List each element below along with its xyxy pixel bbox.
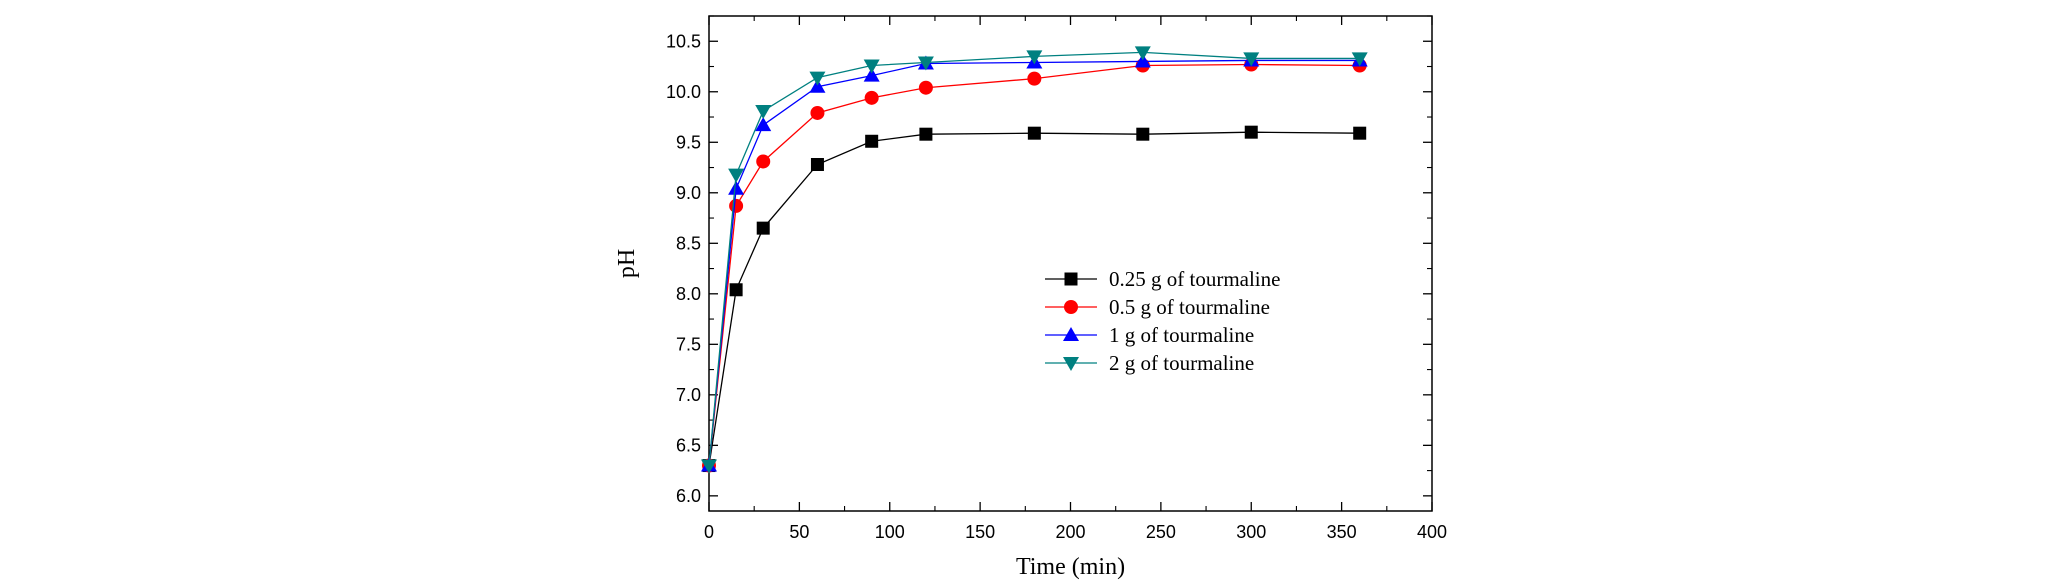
- data-point: [1136, 127, 1150, 141]
- y-tick-label: 10.0: [666, 82, 701, 102]
- series-1: [702, 125, 1367, 473]
- data-point: [1244, 125, 1258, 139]
- data-point: [701, 459, 717, 474]
- legend-label: 2 g of tourmaline: [1109, 351, 1254, 375]
- x-tick-label: 100: [875, 522, 905, 542]
- x-tick-label: 50: [789, 522, 809, 542]
- data-point: [810, 158, 824, 171]
- x-tick-label: 300: [1236, 522, 1266, 542]
- series-line: [708, 131, 1360, 466]
- legend-marker: [1064, 272, 1078, 286]
- legend-item-2: 0.5 g of tourmaline: [1045, 295, 1270, 319]
- axes: 0 50 100 150 200 250 300 350 400 6.0 6.5 7.0 7.5 8.0 8…: [666, 15, 1447, 542]
- data-point: [729, 198, 744, 213]
- data-point: [729, 283, 743, 297]
- x-tick-label: 250: [1146, 522, 1176, 542]
- legend-marker: [1064, 300, 1078, 314]
- data-point: [755, 104, 772, 119]
- legend-item-1: 0.25 g of tourmaline: [1045, 267, 1280, 291]
- data-point: [728, 180, 745, 195]
- x-tick-label: 350: [1327, 522, 1357, 542]
- legend-label: 0.5 g of tourmaline: [1109, 295, 1270, 319]
- series-line: [708, 63, 1360, 466]
- series-4: [701, 46, 1368, 474]
- data-point: [755, 117, 772, 132]
- series-line: [708, 51, 1360, 466]
- x-tick-label: 0: [704, 522, 714, 542]
- y-tick-label: 8.0: [676, 284, 701, 304]
- legend-marker: [1063, 327, 1079, 341]
- legend-item-4: 2 g of tourmaline: [1045, 351, 1254, 375]
- data-point: [918, 80, 933, 95]
- data-point: [756, 221, 770, 235]
- data-point: [756, 154, 771, 169]
- series-layer: [701, 46, 1368, 474]
- legend-label: 0.25 g of tourmaline: [1109, 267, 1280, 291]
- legend: 0.25 g of tourmaline 0.5 g of tourmaline 1…: [1045, 267, 1280, 375]
- data-point: [917, 56, 934, 71]
- series-3: [701, 52, 1368, 472]
- data-point: [809, 78, 826, 93]
- data-point: [864, 90, 879, 105]
- y-tick-label: 6.0: [676, 486, 701, 506]
- data-point: [810, 105, 825, 120]
- x-tick-label: 400: [1417, 522, 1447, 542]
- x-tick-label: 200: [1055, 522, 1085, 542]
- data-point: [1027, 71, 1042, 86]
- y-tick-label: 7.5: [676, 334, 701, 354]
- data-point: [809, 71, 826, 86]
- x-tick-label: 150: [965, 522, 995, 542]
- data-point: [919, 127, 933, 141]
- legend-label: 1 g of tourmaline: [1109, 323, 1254, 347]
- data-point: [1353, 126, 1367, 140]
- legend-item-3: 1 g of tourmaline: [1045, 323, 1254, 347]
- data-point: [1134, 46, 1151, 61]
- data-point: [1027, 126, 1041, 140]
- legend-marker: [1063, 357, 1079, 371]
- data-point: [1134, 53, 1151, 68]
- data-point: [1026, 50, 1043, 65]
- y-axis-label: pH: [614, 249, 640, 278]
- x-axis-label: Time (min): [1016, 554, 1125, 580]
- data-point: [863, 67, 880, 82]
- y-tick-label: 9.0: [676, 183, 701, 203]
- data-point: [865, 134, 879, 148]
- data-point: [728, 168, 745, 183]
- data-point: [1243, 52, 1260, 67]
- data-point: [863, 59, 880, 74]
- y-tick-label: 8.5: [676, 233, 701, 253]
- data-point: [1351, 52, 1368, 67]
- y-tick-label: 10.5: [666, 31, 701, 51]
- series-line: [708, 59, 1360, 466]
- series-2: [702, 57, 1367, 473]
- y-tick-label: 7.0: [676, 385, 701, 405]
- y-tick-label: 9.5: [676, 132, 701, 152]
- y-tick-label: 6.5: [676, 435, 701, 455]
